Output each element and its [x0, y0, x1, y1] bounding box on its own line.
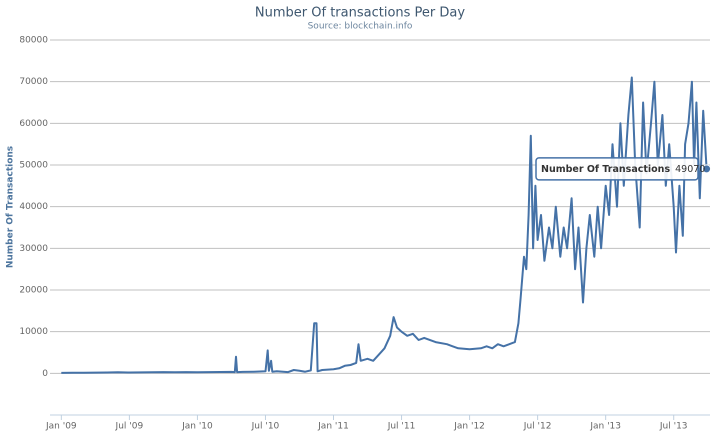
x-tick-label: Jan '11 — [317, 422, 349, 432]
chart-title: Number Of transactions Per Day — [255, 6, 465, 21]
y-tick-label: 80000 — [19, 36, 48, 46]
y-tick-label: 30000 — [19, 244, 48, 254]
x-tick-label: Jan '13 — [589, 422, 621, 432]
x-tick-label: Jul '10 — [251, 422, 280, 432]
y-axis-title: Number Of Transactions — [6, 146, 16, 268]
y-tick-label: 40000 — [19, 202, 48, 212]
x-tick-label: Jan '10 — [181, 422, 213, 432]
tooltip-series-name: Number Of Transactions — [541, 163, 670, 174]
x-tick-label: Jul '09 — [115, 422, 144, 432]
tooltip: Number Of Transactions 49070 — [535, 157, 705, 181]
x-tick-label: Jul '13 — [659, 422, 688, 432]
tooltip-value: 49070 — [675, 163, 705, 174]
chart-subtitle: Source: blockchain.info — [308, 22, 413, 32]
y-tick-label: 20000 — [19, 286, 48, 296]
y-tick-label: 0 — [42, 369, 48, 379]
tooltip-box — [535, 157, 699, 181]
y-tick-label: 50000 — [19, 161, 48, 171]
x-tick-label: Jul '12 — [523, 422, 552, 432]
hover-marker — [702, 164, 712, 174]
x-tick-label: Jul '11 — [387, 422, 416, 432]
tooltip-text: Number Of Transactions 49070 — [541, 163, 705, 174]
y-tick-label: 70000 — [19, 77, 48, 87]
series-line — [61, 76, 708, 374]
y-tick-label: 60000 — [19, 119, 48, 129]
x-tick-label: Jan '12 — [453, 422, 485, 432]
y-tick-label: 10000 — [19, 327, 48, 337]
x-tick-label: Jan '09 — [45, 422, 77, 432]
